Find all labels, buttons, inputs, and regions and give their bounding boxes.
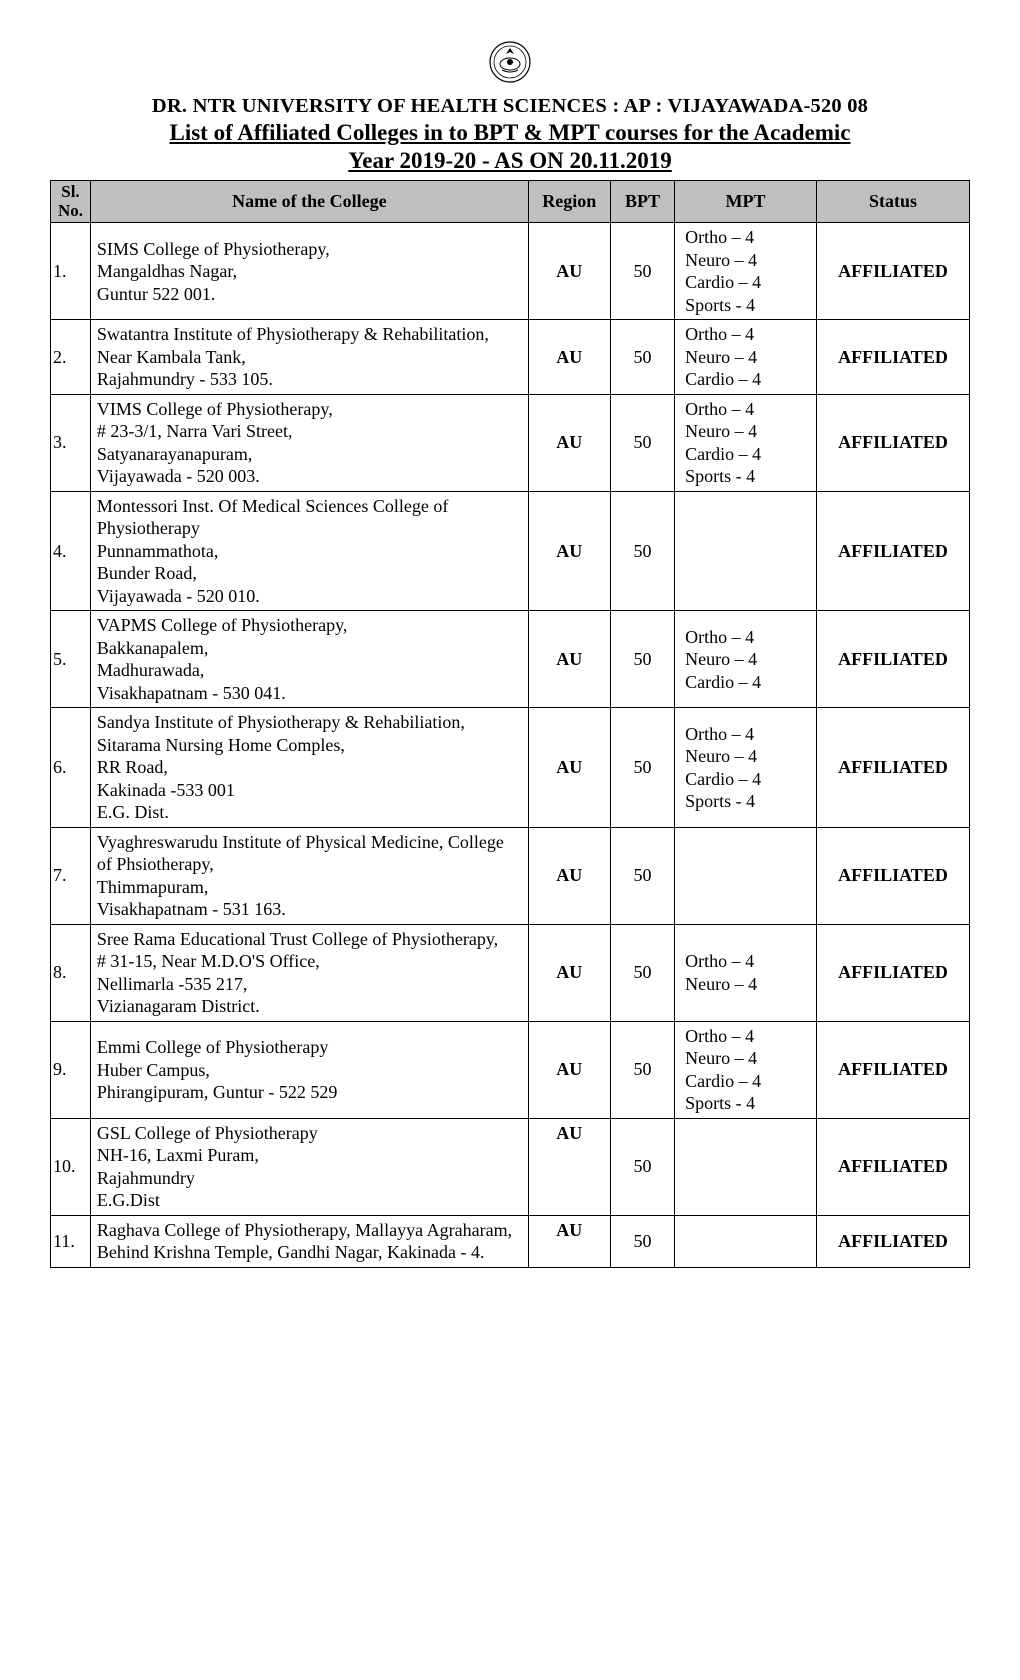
cell-region: AU [528, 394, 610, 491]
table-header-row: Sl. No. Name of the College Region BPT M… [51, 181, 970, 223]
table-row: 11.Raghava College of Physiotherapy, Mal… [51, 1215, 970, 1267]
cell-region: AU [528, 611, 610, 708]
cell-status: AFFILIATED [816, 223, 969, 320]
document-title-line1: List of Affiliated Colleges in to BPT & … [50, 120, 970, 146]
cell-mpt [675, 827, 817, 924]
cell-status: AFFILIATED [816, 924, 969, 1021]
cell-status: AFFILIATED [816, 708, 969, 828]
cell-region: AU [528, 708, 610, 828]
table-row: 3.VIMS College of Physiotherapy,# 23-3/1… [51, 394, 970, 491]
cell-bpt: 50 [610, 1118, 674, 1215]
cell-name: GSL College of PhysiotherapyNH-16, Laxmi… [90, 1118, 528, 1215]
cell-bpt: 50 [610, 924, 674, 1021]
cell-status: AFFILIATED [816, 394, 969, 491]
cell-name: Swatantra Institute of Physiotherapy & R… [90, 320, 528, 395]
cell-name: Sree Rama Educational Trust College of P… [90, 924, 528, 1021]
cell-mpt: Ortho – 4 Neuro – 4 Cardio – 4 [675, 320, 817, 395]
cell-status: AFFILIATED [816, 1021, 969, 1118]
cell-sl: 7. [51, 827, 91, 924]
cell-region: AU [528, 924, 610, 1021]
colleges-table: Sl. No. Name of the College Region BPT M… [50, 180, 970, 1268]
cell-status: AFFILIATED [816, 611, 969, 708]
cell-sl: 8. [51, 924, 91, 1021]
table-row: 6.Sandya Institute of Physiotherapy & Re… [51, 708, 970, 828]
cell-mpt [675, 1118, 817, 1215]
cell-sl: 9. [51, 1021, 91, 1118]
cell-mpt: Ortho – 4 Neuro – 4 Cardio – 4 [675, 611, 817, 708]
cell-region: AU [528, 827, 610, 924]
cell-name: Vyaghreswarudu Institute of Physical Med… [90, 827, 528, 924]
cell-name: Emmi College of PhysiotherapyHuber Campu… [90, 1021, 528, 1118]
cell-bpt: 50 [610, 394, 674, 491]
cell-mpt: Ortho – 4 Neuro – 4 Cardio – 4 Sports - … [675, 708, 817, 828]
col-bpt: BPT [610, 181, 674, 223]
cell-region: AU [528, 320, 610, 395]
cell-sl: 3. [51, 394, 91, 491]
table-row: 1.SIMS College of Physiotherapy,Mangaldh… [51, 223, 970, 320]
cell-sl: 10. [51, 1118, 91, 1215]
cell-mpt [675, 1215, 817, 1267]
col-mpt: MPT [675, 181, 817, 223]
cell-region: AU [528, 491, 610, 611]
cell-status: AFFILIATED [816, 827, 969, 924]
cell-name: VAPMS College of Physiotherapy,Bakkanapa… [90, 611, 528, 708]
cell-bpt: 50 [610, 611, 674, 708]
cell-bpt: 50 [610, 827, 674, 924]
table-row: 2.Swatantra Institute of Physiotherapy &… [51, 320, 970, 395]
cell-bpt: 50 [610, 1021, 674, 1118]
cell-region: AU [528, 1215, 610, 1267]
cell-bpt: 50 [610, 491, 674, 611]
cell-name: SIMS College of Physiotherapy,Mangaldhas… [90, 223, 528, 320]
cell-name: VIMS College of Physiotherapy,# 23-3/1, … [90, 394, 528, 491]
cell-mpt: Ortho – 4 Neuro – 4 [675, 924, 817, 1021]
cell-sl: 2. [51, 320, 91, 395]
table-row: 10.GSL College of PhysiotherapyNH-16, La… [51, 1118, 970, 1215]
cell-sl: 6. [51, 708, 91, 828]
cell-name: Montessori Inst. Of Medical Sciences Col… [90, 491, 528, 611]
col-status: Status [816, 181, 969, 223]
table-row: 7.Vyaghreswarudu Institute of Physical M… [51, 827, 970, 924]
table-row: 4.Montessori Inst. Of Medical Sciences C… [51, 491, 970, 611]
cell-bpt: 50 [610, 708, 674, 828]
col-name: Name of the College [90, 181, 528, 223]
cell-name: Raghava College of Physiotherapy, Mallay… [90, 1215, 528, 1267]
university-logo [50, 40, 970, 89]
cell-sl: 4. [51, 491, 91, 611]
cell-mpt: Ortho – 4 Neuro – 4 Cardio – 4 Sports - … [675, 1021, 817, 1118]
cell-name: Sandya Institute of Physiotherapy & Reha… [90, 708, 528, 828]
cell-mpt [675, 491, 817, 611]
cell-sl: 1. [51, 223, 91, 320]
cell-status: AFFILIATED [816, 491, 969, 611]
cell-status: AFFILIATED [816, 1118, 969, 1215]
cell-mpt: Ortho – 4 Neuro – 4 Cardio – 4 Sports - … [675, 223, 817, 320]
table-row: 8.Sree Rama Educational Trust College of… [51, 924, 970, 1021]
table-row: 5.VAPMS College of Physiotherapy,Bakkana… [51, 611, 970, 708]
cell-region: AU [528, 1021, 610, 1118]
cell-status: AFFILIATED [816, 1215, 969, 1267]
cell-bpt: 50 [610, 223, 674, 320]
cell-sl: 5. [51, 611, 91, 708]
table-row: 9.Emmi College of PhysiotherapyHuber Cam… [51, 1021, 970, 1118]
cell-region: AU [528, 1118, 610, 1215]
col-sl: Sl. No. [51, 181, 91, 223]
document-title-line2: Year 2019-20 - AS ON 20.11.2019 [50, 148, 970, 174]
col-region: Region [528, 181, 610, 223]
cell-bpt: 50 [610, 320, 674, 395]
cell-bpt: 50 [610, 1215, 674, 1267]
cell-sl: 11. [51, 1215, 91, 1267]
cell-region: AU [528, 223, 610, 320]
university-name: DR. NTR UNIVERSITY OF HEALTH SCIENCES : … [50, 95, 970, 118]
cell-mpt: Ortho – 4 Neuro – 4 Cardio – 4 Sports - … [675, 394, 817, 491]
cell-status: AFFILIATED [816, 320, 969, 395]
